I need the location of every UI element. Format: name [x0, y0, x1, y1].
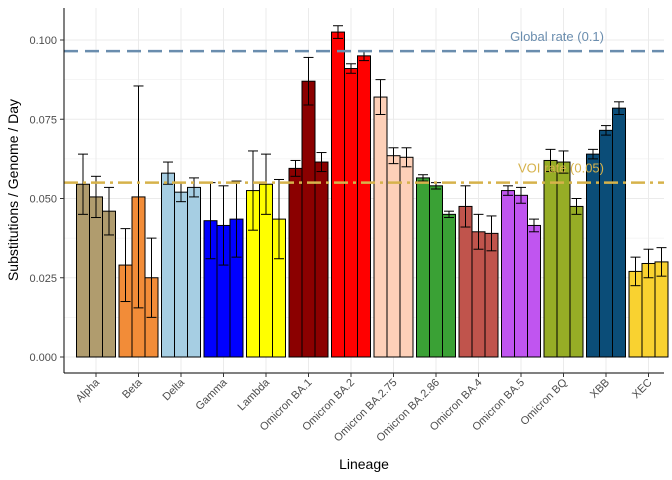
bar-groups	[76, 25, 669, 358]
y-tick-label: 0.050	[29, 194, 57, 206]
bar	[586, 153, 600, 358]
bar	[373, 96, 388, 358]
y-tick-label: 0.100	[29, 35, 57, 47]
x-tick-label: Omicron BQ	[518, 376, 570, 428]
bar	[89, 196, 103, 358]
bar-group-alpha	[76, 153, 116, 358]
bar-group-omicron-ba-5	[501, 185, 541, 358]
bar	[484, 232, 499, 358]
bar	[442, 213, 456, 358]
y-tick-label: 0.000	[29, 352, 57, 364]
bar-group-omicron-ba-1	[288, 56, 329, 358]
bar	[543, 159, 558, 358]
bar	[429, 185, 443, 358]
y-axis-title: Substitutions / Genome / Day	[5, 99, 21, 281]
bar	[612, 107, 626, 358]
bar	[471, 231, 486, 358]
y-tick-label: 0.075	[29, 114, 57, 126]
bar	[331, 31, 345, 358]
bar	[386, 155, 401, 358]
bar	[527, 224, 541, 358]
bar-group-xbb	[586, 101, 626, 358]
x-axis-title: Lineage	[339, 456, 389, 472]
bar	[344, 68, 358, 358]
bar	[514, 194, 528, 358]
bar	[314, 161, 329, 358]
x-tick-label: Delta	[160, 376, 187, 403]
bar-group-omicron-ba-4	[458, 185, 499, 358]
x-tick-label: Gamma	[193, 376, 230, 413]
bar	[161, 172, 175, 358]
bar-group-omicron-ba-2	[331, 25, 371, 358]
reference-lines: Global rate (0.1) VOI rate (0.05)	[64, 29, 664, 184]
x-tick-label: XBB	[588, 377, 612, 401]
bar	[416, 177, 430, 358]
bar-group-omicron-bq	[543, 148, 584, 358]
bar	[501, 190, 515, 358]
bar	[458, 205, 473, 358]
bar	[174, 191, 188, 358]
bar	[556, 161, 571, 358]
bar	[288, 167, 303, 358]
bar	[357, 55, 371, 358]
x-tick-label: Beta	[120, 376, 145, 401]
y-axis-ticks: 0.000 0.025 0.050 0.075 0.100	[29, 35, 64, 364]
bar	[399, 156, 414, 358]
x-tick-label: Alpha	[74, 376, 103, 405]
bar-group-xec	[628, 247, 669, 358]
bar-group-omicron-ba-2-75	[373, 79, 414, 358]
bar-group-omicron-ba-2-86	[416, 174, 456, 358]
bar-group-beta	[118, 85, 159, 358]
reference-line-label: Global rate (0.1)	[510, 29, 604, 44]
bar	[187, 186, 201, 358]
bar	[301, 80, 316, 358]
bar-group-lambda	[246, 150, 286, 358]
bar-group-delta	[161, 161, 201, 358]
bar	[569, 205, 584, 358]
bar-group-gamma	[203, 180, 244, 358]
x-tick-label: Lambda	[236, 376, 273, 413]
y-tick-label: 0.025	[29, 273, 57, 285]
reference-line-label: VOI rate (0.05)	[518, 161, 604, 176]
x-tick-label: XEC	[630, 377, 655, 402]
